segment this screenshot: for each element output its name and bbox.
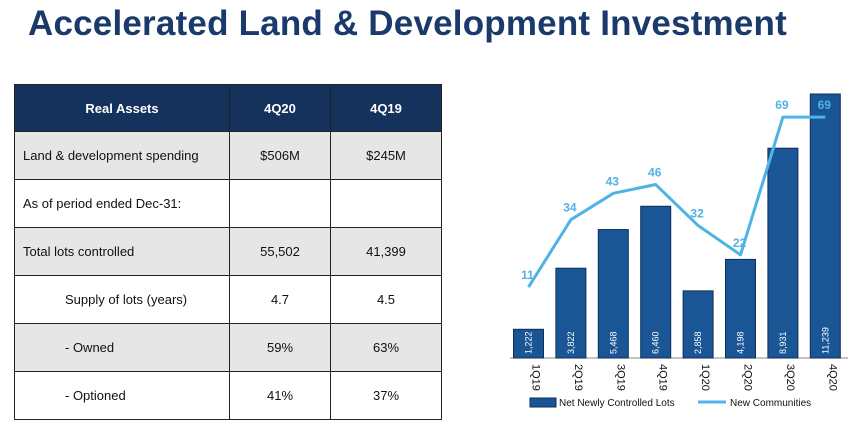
bar [597,229,629,359]
header-4q20: 4Q20 [229,84,331,132]
new-communities-line [527,115,826,288]
bar-data-label: 6,460 [651,331,661,354]
table-row: Total lots controlled 55,502 41,399 [14,227,442,276]
table-row: - Owned 59% 63% [14,323,442,372]
bar-data-label: 2,858 [693,331,703,354]
x-tick-label: 2Q20 [742,364,754,391]
bar-data-label: 8,931 [778,331,788,354]
row-label: - Owned [14,323,230,372]
table-row: Land & development spending $506M $245M [14,131,442,180]
value-4q19: $245M [330,131,442,180]
line-data-label: 69 [775,98,789,112]
bar [767,147,799,359]
row-label: Total lots controlled [14,227,230,276]
value-4q19: 37% [330,371,442,420]
table-row: - Optioned 41% 37% [14,371,442,420]
header-real-assets: Real Assets [14,84,230,132]
bar [725,258,756,359]
value-4q20 [229,179,331,228]
bar-data-label: 4,198 [736,331,746,354]
table-row: Supply of lots (years) 4.7 4.5 [14,275,442,324]
line-data-label: 32 [690,207,704,221]
bar-data-label: 5,468 [608,331,618,354]
line-data-label: 34 [563,201,577,215]
bar [809,93,841,359]
table-row: As of period ended Dec-31: [14,179,442,228]
lots-communities-chart: 1,222 1Q19 3,822 2Q19 5,468 3Q19 6,460 4Q19 2,85… [510,93,848,409]
x-tick-label: 2Q19 [572,364,584,391]
line-data-label: 22 [733,236,747,250]
bar [513,328,544,359]
value-4q19: 4.5 [330,275,442,324]
value-4q19: 41,399 [330,227,442,276]
row-label: As of period ended Dec-31: [14,179,230,228]
real-assets-table: Real Assets 4Q20 4Q19 Land & development… [14,84,442,420]
x-tick-label: 4Q20 [826,364,838,391]
legend-label-lots: Net Newly Controlled Lots [559,398,675,409]
x-tick-label: 3Q19 [614,364,626,391]
line-data-label: 69 [818,98,832,112]
bar-data-label: 3,822 [566,331,576,354]
line-data-label: 43 [606,174,620,188]
bar-data-label: 11,239 [820,327,830,354]
line-data-label: 11 [521,268,534,282]
bar-data-label: 1,222 [524,331,534,354]
value-4q20: $506M [229,131,331,180]
row-label: Supply of lots (years) [14,275,230,324]
x-tick-label: 1Q20 [699,364,711,391]
value-4q20: 59% [229,323,331,372]
legend-bar-swatch [529,397,557,408]
x-tick-label: 3Q20 [784,364,796,391]
row-label: Land & development spending [14,131,230,180]
bar [682,290,714,359]
header-4q19: 4Q19 [330,84,442,132]
x-tick-label: 4Q19 [657,364,669,391]
row-label: - Optioned [14,371,230,420]
value-4q19 [330,179,442,228]
bar [555,267,587,359]
table-header-row: Real Assets 4Q20 4Q19 [14,84,442,132]
value-4q20: 41% [229,371,331,420]
line-data-label: 46 [648,166,662,180]
value-4q19: 63% [330,323,442,372]
bar [640,205,672,359]
value-4q20: 55,502 [229,227,331,276]
value-4q20: 4.7 [229,275,331,324]
x-tick-label: 1Q19 [530,364,542,391]
legend-label-communities: New Communities [730,398,811,409]
page-title: Accelerated Land & Development Investmen… [28,4,787,43]
